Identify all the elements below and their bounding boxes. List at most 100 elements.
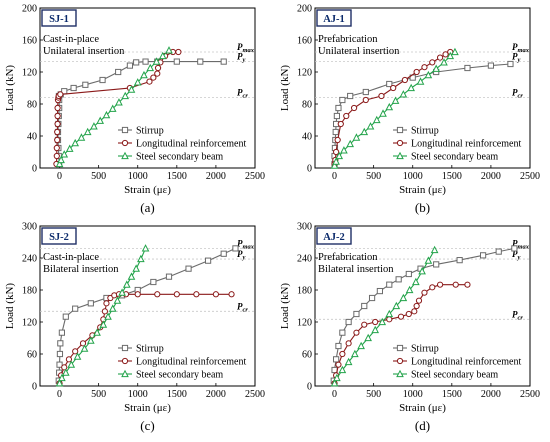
x-tick-label: 2000	[206, 171, 226, 182]
data-point	[57, 340, 64, 347]
legend-label: Longitudinal reinforcement	[411, 357, 521, 368]
data-point	[421, 289, 428, 296]
data-point	[405, 285, 414, 294]
panel-note: Prefabrication	[318, 34, 378, 45]
data-point	[335, 342, 342, 350]
x-tick-label: 2500	[245, 171, 265, 182]
legend-marker	[396, 126, 404, 134]
data-point	[407, 83, 415, 92]
reference-line-label: Py	[237, 52, 246, 64]
x-tick-label: 2000	[206, 389, 226, 400]
data-point	[103, 300, 110, 307]
y-axis-label: Load (kN)	[279, 283, 291, 329]
data-point	[372, 318, 379, 326]
data-point	[360, 127, 369, 136]
data-point	[335, 104, 342, 112]
data-point	[62, 313, 69, 320]
legend: Stirrup Longitudinal reinforcement Steel s…	[118, 126, 246, 163]
data-point	[220, 58, 227, 65]
x-axis-label: Strain (με)	[399, 402, 446, 414]
panel-note: Unilateral insertion	[43, 46, 125, 57]
data-point	[353, 310, 360, 318]
data-point	[83, 127, 92, 136]
x-axis-label: Strain (με)	[399, 184, 446, 196]
data-point	[60, 150, 69, 158]
legend-marker	[396, 357, 404, 365]
data-point	[386, 80, 393, 88]
series-steel-secondary-beam	[55, 244, 150, 387]
data-point	[228, 291, 235, 298]
y-tick-label: 80	[302, 100, 312, 111]
specimen-tag: SJ-2	[49, 232, 69, 243]
data-point	[345, 340, 352, 347]
data-point	[204, 257, 212, 264]
data-point	[495, 248, 502, 255]
data-point	[333, 356, 340, 363]
data-point	[442, 51, 449, 58]
data-point	[357, 341, 365, 350]
legend: Stirrup Longitudinal reinforcement Steel s…	[393, 126, 521, 163]
data-point	[429, 59, 436, 66]
x-tick-label: 1000	[403, 389, 423, 400]
x-tick-label: 2500	[520, 389, 540, 400]
data-point	[361, 321, 368, 328]
data-point	[421, 64, 428, 71]
data-point	[413, 302, 420, 310]
data-point	[61, 368, 70, 376]
y-tick-label: 60	[302, 350, 312, 361]
legend: Stirrup Longitudinal reinforcement Steel s…	[393, 344, 521, 381]
reference-line-label: Pmax	[237, 42, 255, 54]
data-point	[67, 360, 76, 368]
data-point	[193, 291, 200, 298]
data-point	[333, 373, 341, 382]
data-point	[339, 329, 346, 336]
data-point	[58, 329, 65, 336]
data-point	[154, 70, 161, 77]
data-point	[353, 329, 360, 336]
x-tick-label: 2000	[481, 389, 501, 400]
data-point	[175, 48, 182, 56]
specimen-tag: SJ-1	[49, 14, 69, 25]
panel-note: Prefabrication	[318, 252, 378, 263]
legend-marker	[121, 357, 129, 365]
data-point	[65, 356, 73, 363]
series-stirrup	[330, 245, 518, 384]
data-point	[436, 281, 444, 288]
data-point	[150, 74, 157, 81]
data-point	[115, 68, 122, 76]
x-tick-label: 1000	[128, 389, 148, 400]
x-tick-label: 500	[91, 171, 106, 182]
y-tick-label: 40	[302, 132, 312, 143]
data-point	[93, 328, 101, 336]
data-point	[72, 305, 79, 312]
data-point	[415, 297, 423, 304]
data-point	[352, 133, 361, 141]
specimen-tag-box	[316, 9, 352, 27]
x-axis-label: Strain (με)	[124, 184, 171, 196]
panel-note: Cast-in-place	[43, 252, 99, 263]
x-tick-label: 0	[57, 389, 62, 400]
reference-line-label: Pcr	[512, 309, 523, 321]
data-point	[165, 46, 173, 54]
legend-label: Steel secondary beam	[136, 370, 223, 381]
y-tick-label: 180	[297, 286, 312, 297]
x-tick-label: 500	[366, 171, 381, 182]
series-steel-secondary-beam	[55, 46, 173, 168]
x-tick-label: 1500	[442, 389, 462, 400]
data-point	[413, 68, 420, 76]
data-point	[82, 81, 89, 88]
data-point	[197, 58, 204, 65]
series-longitudinal-reinforcement	[53, 48, 182, 168]
data-point	[54, 136, 61, 144]
data-point	[391, 96, 400, 104]
series-stirrup	[331, 60, 514, 168]
y-tick-label: 0	[32, 382, 37, 393]
y-axis-label: Load (kN)	[4, 283, 16, 329]
y-tick-label: 0	[307, 164, 312, 175]
data-point	[57, 155, 65, 164]
y-tick-label: 300	[297, 222, 312, 233]
panel-caption: (c)	[140, 418, 154, 433]
y-axis-label: Load (kN)	[4, 65, 16, 111]
